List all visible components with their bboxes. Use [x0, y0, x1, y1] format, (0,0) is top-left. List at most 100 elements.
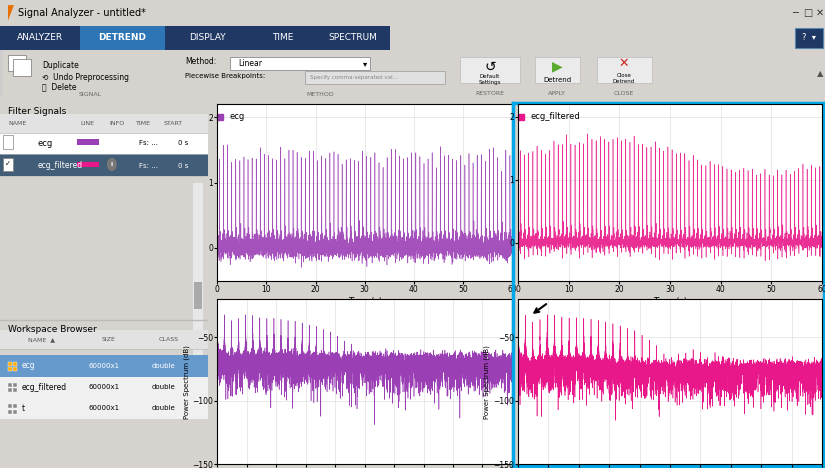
- Text: Fs: ...: Fs: ...: [139, 163, 158, 169]
- Text: ecg: ecg: [229, 112, 244, 121]
- Text: □: □: [804, 8, 813, 18]
- Text: 0 s: 0 s: [178, 163, 189, 169]
- Text: ✕: ✕: [619, 57, 629, 70]
- Text: ecg: ecg: [21, 361, 35, 371]
- Text: Fs: ...: Fs: ...: [139, 140, 158, 146]
- Bar: [0, 154, 208, 176]
- Text: Duplicate: Duplicate: [42, 61, 78, 70]
- Text: DETREND: DETREND: [98, 33, 147, 42]
- Bar: [8, 367, 12, 371]
- Text: START: START: [163, 121, 183, 126]
- Bar: [250, 26, 316, 50]
- Text: ecg_filtered: ecg_filtered: [38, 161, 82, 170]
- Bar: [316, 26, 390, 50]
- Text: 🗑  Delete: 🗑 Delete: [42, 82, 77, 91]
- Text: CLASS: CLASS: [158, 337, 178, 342]
- Text: i: i: [111, 162, 113, 167]
- Text: DISPLAY: DISPLAY: [189, 33, 226, 42]
- Text: t: t: [21, 404, 25, 413]
- Bar: [8, 362, 12, 366]
- Text: double: double: [152, 363, 175, 369]
- Bar: [535, 57, 580, 83]
- Bar: [80, 26, 165, 50]
- Text: Detrend: Detrend: [543, 77, 571, 82]
- Bar: [8, 383, 12, 387]
- Bar: [13, 362, 16, 366]
- Bar: [13, 404, 16, 409]
- Text: ecg: ecg: [38, 139, 53, 148]
- Bar: [13, 367, 16, 371]
- Bar: [0, 114, 208, 132]
- Text: SIZE: SIZE: [102, 337, 116, 342]
- Text: ─: ─: [792, 8, 798, 18]
- Bar: [13, 383, 16, 387]
- Text: 60000x1: 60000x1: [88, 384, 120, 390]
- Bar: [0, 398, 208, 419]
- Text: TIME: TIME: [136, 121, 151, 126]
- Text: ⟲  Undo Preprocessing: ⟲ Undo Preprocessing: [42, 73, 129, 82]
- Bar: [597, 57, 652, 83]
- Bar: [0, 355, 208, 377]
- Bar: [78, 162, 99, 167]
- Y-axis label: Power Spectrum (dB): Power Spectrum (dB): [483, 345, 490, 419]
- Text: ecg_filtered: ecg_filtered: [21, 383, 67, 392]
- Text: Specify comma-separated val...: Specify comma-separated val...: [310, 75, 398, 80]
- Bar: [0, 330, 208, 349]
- Bar: [230, 57, 370, 70]
- Text: SIGNAL: SIGNAL: [78, 92, 101, 97]
- Bar: [8, 388, 12, 393]
- Text: CLOSE: CLOSE: [614, 91, 634, 96]
- Text: ecg_filtered: ecg_filtered: [530, 112, 580, 121]
- Bar: [0, 132, 208, 154]
- Text: ▾: ▾: [363, 58, 367, 68]
- Bar: [795, 28, 823, 48]
- Bar: [8, 404, 12, 409]
- Bar: [78, 139, 99, 145]
- Text: ✓: ✓: [5, 161, 11, 168]
- Text: Piecewise Breakpoints:: Piecewise Breakpoints:: [185, 73, 266, 79]
- Text: SPECTRUM: SPECTRUM: [328, 33, 378, 42]
- Text: ↺: ↺: [484, 59, 496, 73]
- Text: 60000x1: 60000x1: [88, 405, 120, 411]
- Text: TIME: TIME: [272, 33, 294, 42]
- Text: INFO: INFO: [109, 121, 125, 126]
- Text: ?  ▾: ? ▾: [802, 33, 816, 42]
- Text: Workspace Browser: Workspace Browser: [8, 325, 97, 334]
- Text: NAME  ▲: NAME ▲: [28, 337, 54, 342]
- Text: LINE: LINE: [80, 121, 94, 126]
- Text: ▶: ▶: [552, 59, 563, 73]
- Text: 0 s: 0 s: [178, 140, 189, 146]
- Bar: [13, 410, 16, 414]
- Bar: [0, 377, 208, 398]
- Text: 60000x1: 60000x1: [88, 363, 120, 369]
- Text: Method:: Method:: [185, 57, 216, 66]
- Bar: [193, 183, 203, 388]
- Text: Default
Settings: Default Settings: [478, 74, 502, 85]
- Bar: [8, 55, 26, 71]
- X-axis label: Time (s): Time (s): [653, 297, 687, 306]
- Y-axis label: Power Spectrum (dB): Power Spectrum (dB): [183, 345, 190, 419]
- Text: double: double: [152, 405, 175, 411]
- Bar: [0, 26, 80, 50]
- Bar: [305, 71, 445, 84]
- Bar: [3, 135, 13, 148]
- Text: ✕: ✕: [816, 8, 824, 18]
- Text: APPLY: APPLY: [548, 91, 566, 96]
- Circle shape: [107, 158, 117, 171]
- Bar: [8, 410, 12, 414]
- X-axis label: Time (s): Time (s): [347, 297, 382, 306]
- Text: Signal Analyzer - untitled*: Signal Analyzer - untitled*: [18, 8, 146, 18]
- Bar: [13, 59, 31, 76]
- Bar: [194, 283, 202, 309]
- Text: NAME: NAME: [9, 121, 27, 126]
- Polygon shape: [8, 5, 14, 21]
- Text: RESTORE: RESTORE: [475, 91, 505, 96]
- Text: Linear: Linear: [238, 58, 262, 68]
- Text: METHOD: METHOD: [306, 92, 334, 97]
- Bar: [3, 158, 13, 171]
- Text: Close
Detrend: Close Detrend: [613, 73, 635, 84]
- Text: double: double: [152, 384, 175, 390]
- Bar: [13, 388, 16, 393]
- Text: Filter Signals: Filter Signals: [8, 108, 66, 117]
- Bar: [165, 26, 250, 50]
